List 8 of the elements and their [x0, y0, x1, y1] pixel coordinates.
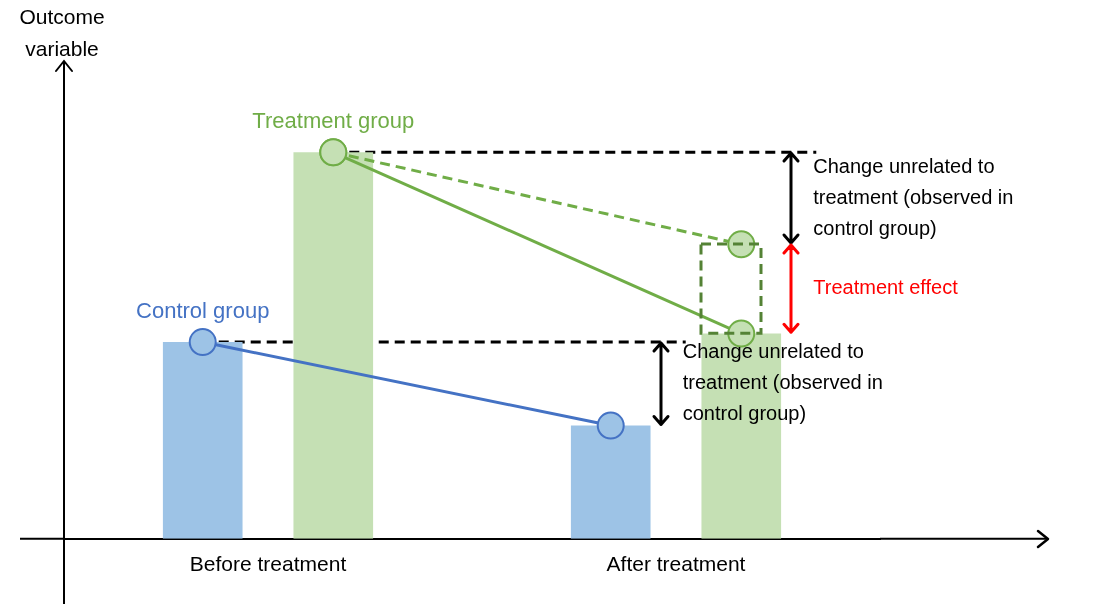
series-label: Control group — [136, 298, 270, 324]
series-label: Treatment group — [252, 108, 415, 134]
x-tick-label: After treatment — [606, 552, 746, 576]
y-axis-title: Outcome variable — [19, 5, 105, 61]
x-tick-label: Before treatment — [189, 552, 347, 576]
annotation: Change unrelated to treatment (observed in control group) — [682, 340, 883, 425]
annotation: Treatment effect — [813, 276, 959, 299]
annotation: Change unrelated to treatment (observed in control group) — [813, 154, 1014, 239]
